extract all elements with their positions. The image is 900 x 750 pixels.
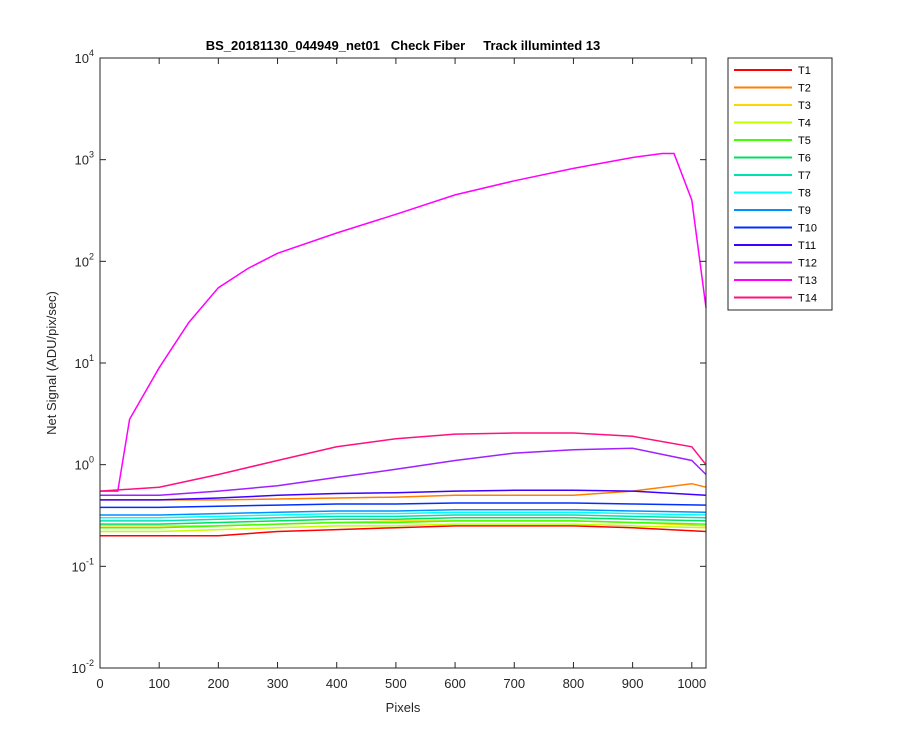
legend-label: T1 bbox=[798, 65, 811, 77]
series-line-t6 bbox=[100, 517, 707, 525]
series-line-t14 bbox=[99, 432, 707, 492]
legend-label: T2 bbox=[798, 83, 811, 95]
legend-label: T3 bbox=[798, 100, 811, 112]
x-tick-label: 800 bbox=[563, 676, 585, 691]
legend-entry-t6: T6 bbox=[734, 153, 811, 165]
legend-label: T4 bbox=[798, 118, 811, 130]
legend-entry-t2: T2 bbox=[734, 83, 811, 95]
legend-box bbox=[727, 57, 833, 311]
y-tick-label: 10-2 bbox=[72, 658, 94, 676]
x-tick-label: 700 bbox=[503, 676, 525, 691]
legend-entry-t8: T8 bbox=[734, 188, 811, 200]
series-line-t7 bbox=[100, 514, 707, 522]
x-tick-label: 600 bbox=[444, 676, 466, 691]
legend-label: T5 bbox=[798, 135, 811, 147]
plot-area bbox=[99, 57, 707, 669]
legend-entry-t13: T13 bbox=[734, 275, 817, 287]
y-tick-label: 101 bbox=[75, 353, 94, 371]
x-tick-label: 900 bbox=[622, 676, 644, 691]
series-line-t9 bbox=[100, 509, 707, 516]
y-axis-label: Net Signal (ADU/pix/sec) bbox=[44, 291, 59, 435]
x-tick-label: 1000 bbox=[677, 676, 706, 691]
legend-label: T12 bbox=[798, 258, 817, 270]
legend-label: T14 bbox=[798, 293, 817, 305]
x-tick-label: 200 bbox=[208, 676, 230, 691]
legend-label: T7 bbox=[798, 170, 811, 182]
legend-label: T11 bbox=[798, 240, 816, 252]
legend-label: T6 bbox=[798, 153, 811, 165]
x-tick-label: 400 bbox=[326, 676, 348, 691]
legend-entry-t14: T14 bbox=[734, 293, 817, 305]
legend: T1 T2 T3 T4 T5 T6 T7 T8 T9 T10 T11 T12 T13 T14 bbox=[727, 57, 833, 311]
series-line-t12 bbox=[100, 447, 707, 497]
series-line-t1 bbox=[100, 525, 707, 537]
x-tick-label: 300 bbox=[267, 676, 289, 691]
legend-entry-t7: T7 bbox=[734, 170, 811, 182]
y-tick-label: 102 bbox=[75, 251, 94, 269]
series-line-t2 bbox=[100, 482, 707, 501]
legend-entry-t9: T9 bbox=[734, 205, 811, 217]
legend-label: T9 bbox=[798, 205, 811, 217]
chart-title: BS_20181130_044949_net01 Check Fiber Tra… bbox=[206, 38, 601, 53]
legend-label: T10 bbox=[798, 223, 817, 235]
legend-entry-t4: T4 bbox=[734, 118, 811, 130]
legend-entry-t10: T10 bbox=[734, 223, 817, 235]
series-line-t10 bbox=[100, 502, 707, 509]
legend-entry-t3: T3 bbox=[734, 100, 811, 112]
series-line-t8 bbox=[100, 511, 707, 519]
series-lines bbox=[99, 152, 707, 537]
series-line-t5 bbox=[100, 520, 707, 529]
y-tick-label: 10-1 bbox=[72, 556, 94, 574]
x-tick-label: 0 bbox=[96, 676, 103, 691]
x-axis-label: Pixels bbox=[386, 700, 421, 715]
axis-ticks: 0 100 200 300 400 500 600 700 800 900 1000 10-2 10-1… bbox=[72, 48, 707, 691]
series-line-t13 bbox=[100, 152, 707, 492]
x-tick-label: 100 bbox=[148, 676, 170, 691]
y-tick-label: 100 bbox=[75, 455, 94, 473]
y-tick-label: 104 bbox=[75, 48, 94, 66]
legend-entry-t1: T1 bbox=[734, 65, 811, 77]
x-tick-label: 500 bbox=[385, 676, 407, 691]
y-tick-label: 103 bbox=[75, 150, 94, 168]
legend-entry-t11: T11 bbox=[734, 240, 816, 252]
legend-label: T8 bbox=[798, 188, 811, 200]
legend-label: T13 bbox=[798, 275, 817, 287]
series-line-t4 bbox=[100, 523, 707, 533]
series-line-t11 bbox=[100, 489, 707, 501]
legend-entry-t5: T5 bbox=[734, 135, 811, 147]
legend-entry-t12: T12 bbox=[734, 258, 817, 270]
